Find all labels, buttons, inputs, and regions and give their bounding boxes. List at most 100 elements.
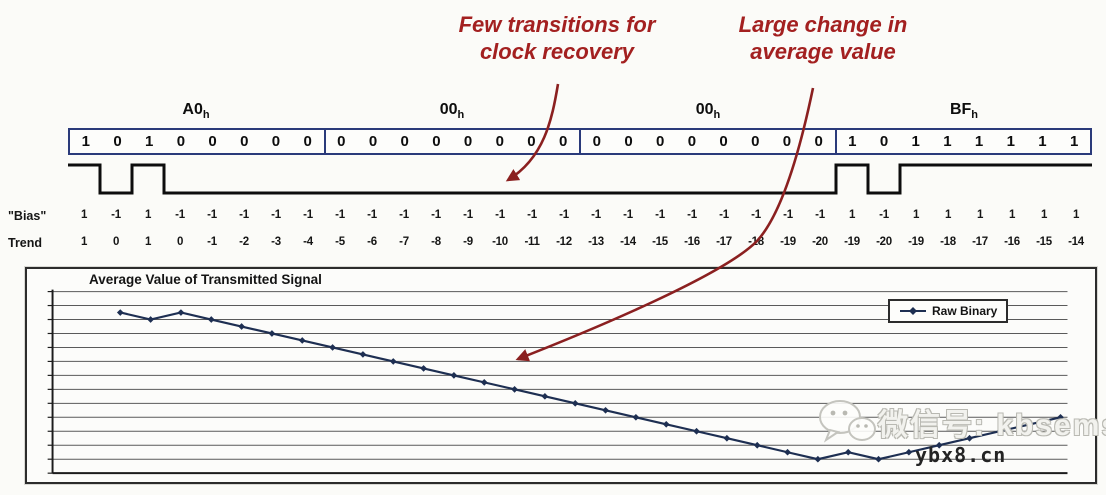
chart-data-marker [298,337,306,344]
bias-value: -1 [655,209,665,221]
waveform [68,163,1092,195]
bias-value: -1 [751,209,761,221]
trend-value: 1 [144,236,152,248]
chart-series-line [120,311,1061,461]
bit-cell: 0 [337,133,346,150]
chart-data-marker [723,434,731,442]
bias-value: -1 [527,209,537,221]
bit-cell: 1 [1038,133,1047,150]
trend-value: -1 [207,236,217,248]
bit-cell: 0 [751,133,760,150]
trend-value: -13 [588,236,604,248]
bit-cell: 1 [145,133,154,150]
bit-cell: 0 [624,133,633,150]
trend-value: -14 [620,236,636,248]
trend-value: -18 [748,236,764,248]
bit-cell: 0 [879,133,889,150]
bias-value: 1 [1072,209,1080,221]
trend-row-label: Trend [8,236,43,250]
bias-value: 1 [1040,209,1048,221]
bit-cell: 0 [240,133,249,150]
bias-value: -1 [591,209,601,221]
chart-data-marker [844,448,852,456]
chart-data-marker [147,316,154,323]
chart-data-marker [238,323,245,330]
trend-row: 1 0 1 0 -1 -2 -3 -4 -5 -6 -7 -8 -9 -10 -11 -12 -13 -14 -15… [68,236,1092,248]
bias-value: -1 [623,209,633,221]
bias-value: 1 [1008,209,1016,221]
bit-group: 1 0 1 0 0 0 0 0 [70,130,324,153]
chart-data-marker [389,358,397,365]
bias-value: 1 [976,209,984,221]
bit-cell: 0 [527,133,536,150]
trend-value: 1 [80,236,88,248]
trend-value: -8 [431,236,441,248]
bias-value: -1 [303,209,313,221]
bit-group: 0 0 0 0 0 0 0 0 [323,130,580,153]
bias-value: -1 [719,209,729,221]
bit-cell: 0 [432,133,441,150]
trend-value: -11 [524,236,540,248]
bias-value: 1 [912,209,920,221]
bit-cell: 0 [176,133,186,150]
bias-value: 1 [944,209,952,221]
bit-cell: 1 [911,133,920,150]
bit-cell: 0 [400,133,409,150]
chart-data-marker [116,309,124,316]
trend-value: -10 [492,236,508,248]
bias-value: -1 [335,209,345,221]
chart-data-marker [966,434,973,442]
bit-cell: 0 [303,133,312,150]
bit-cell: 0 [656,133,665,150]
chart-data-marker [1057,413,1064,421]
chart-data-marker [511,386,518,393]
bit-cell: 1 [943,133,952,150]
chart-data-marker [784,448,791,456]
bias-row-label: "Bias" [8,209,47,223]
trend-value: -5 [335,236,345,248]
trend-value: -15 [652,236,668,248]
trend-value: -3 [271,236,281,248]
bias-value: -1 [495,209,505,221]
hex-label-byte3: 00h [695,101,721,122]
trend-value: -20 [812,236,828,248]
bias-value: 1 [80,209,88,221]
bias-value: -1 [207,209,217,221]
bit-cell: 0 [782,133,792,150]
annotation-large-change: Large change in average value [738,12,908,64]
chart-data-marker [359,351,367,358]
bit-group: 1 0 1 1 1 1 1 1 [834,130,1091,153]
bit-cell: 0 [814,133,823,150]
bit-cell: 1 [974,133,984,150]
bit-cell: 0 [719,133,728,150]
legend-label: Raw Binary [932,304,998,318]
annotation-few-transitions: Few transitions for clock recovery [458,12,656,64]
trend-value: -12 [556,236,572,248]
trend-value: -19 [908,236,924,248]
bias-value: -1 [367,209,377,221]
bit-cell: 0 [113,133,122,150]
bias-value: -1 [239,209,249,221]
chart-data-marker [602,406,609,414]
legend-line-marker-icon [900,307,926,315]
trend-value: -16 [1004,236,1020,248]
chart-data-marker [480,379,488,386]
chart-data-marker [935,441,943,449]
trend-value: -20 [876,236,892,248]
trend-value: -9 [463,236,473,248]
bit-cell: 0 [271,133,281,150]
trend-value: -2 [239,236,249,248]
bit-cell: 0 [208,133,217,150]
chart-legend: Raw Binary [888,299,1009,323]
bias-row: 1 -1 1 -1 -1 -1 -1 -1 -1 -1 -1 -1 -1 -1 -1 -1 -1 -1 -1 -1 -1… [68,209,1092,221]
trend-value: -17 [716,236,732,248]
chart-data-marker [753,441,761,449]
bit-cell: 0 [463,133,473,150]
bit-cell: 0 [687,133,697,150]
chart-data-marker [177,309,185,316]
bias-value: -1 [271,209,281,221]
trend-value: 0 [176,236,184,248]
trend-value: -4 [303,236,313,248]
trend-value: -17 [972,236,988,248]
